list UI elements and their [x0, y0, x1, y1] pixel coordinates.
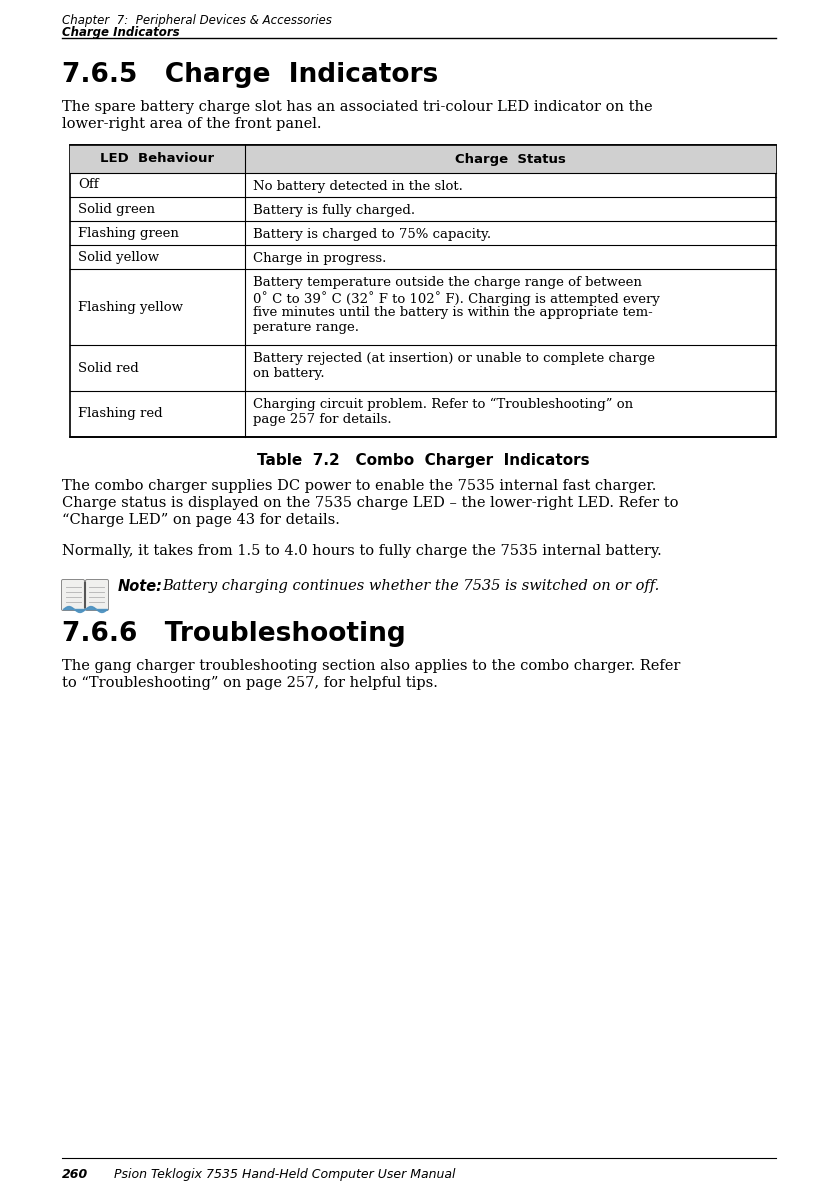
Text: The combo charger supplies DC power to enable the 7535 internal fast charger.: The combo charger supplies DC power to e…: [62, 479, 656, 493]
Text: Battery is fully charged.: Battery is fully charged.: [253, 203, 415, 217]
Text: Flashing yellow: Flashing yellow: [78, 300, 183, 314]
Text: 260: 260: [62, 1168, 88, 1181]
Bar: [70, 145, 776, 437]
Text: Charge  Status: Charge Status: [455, 152, 566, 165]
Text: page 257 for details.: page 257 for details.: [253, 413, 391, 426]
Text: on battery.: on battery.: [253, 367, 324, 379]
Text: Off: Off: [78, 178, 99, 192]
Bar: [70, 145, 776, 174]
Text: Flashing green: Flashing green: [78, 226, 178, 239]
Text: Solid green: Solid green: [78, 202, 155, 215]
FancyBboxPatch shape: [85, 579, 108, 610]
Text: Psion Teklogix 7535 Hand-Held Computer User Manual: Psion Teklogix 7535 Hand-Held Computer U…: [94, 1168, 456, 1181]
Text: Charge Indicators: Charge Indicators: [62, 26, 179, 40]
Text: to “Troubleshooting” on page 257, for helpful tips.: to “Troubleshooting” on page 257, for he…: [62, 676, 438, 689]
Text: Battery charging continues whether the 7535 is switched on or off.: Battery charging continues whether the 7…: [162, 579, 660, 593]
Text: Normally, it takes from 1.5 to 4.0 hours to fully charge the 7535 internal batte: Normally, it takes from 1.5 to 4.0 hours…: [62, 543, 662, 558]
Text: five minutes until the battery is within the appropriate tem-: five minutes until the battery is within…: [253, 306, 653, 318]
Text: lower-right area of the front panel.: lower-right area of the front panel.: [62, 117, 322, 130]
Text: Charge status is displayed on the 7535 charge LED – the lower-right LED. Refer t: Charge status is displayed on the 7535 c…: [62, 496, 679, 510]
Text: 7.6.6   Troubleshooting: 7.6.6 Troubleshooting: [62, 621, 406, 648]
Text: Table  7.2   Combo  Charger  Indicators: Table 7.2 Combo Charger Indicators: [256, 452, 589, 468]
Text: Battery rejected (at insertion) or unable to complete charge: Battery rejected (at insertion) or unabl…: [253, 352, 655, 365]
Text: perature range.: perature range.: [253, 321, 359, 334]
Text: No battery detected in the slot.: No battery detected in the slot.: [253, 180, 463, 193]
Text: 7.6.5   Charge  Indicators: 7.6.5 Charge Indicators: [62, 62, 438, 89]
Text: 0˚ C to 39˚ C (32˚ F to 102˚ F). Charging is attempted every: 0˚ C to 39˚ C (32˚ F to 102˚ F). Chargin…: [253, 291, 660, 306]
Text: Chapter  7:  Peripheral Devices & Accessories: Chapter 7: Peripheral Devices & Accessor…: [62, 14, 332, 28]
Text: Flashing red: Flashing red: [78, 407, 163, 420]
Text: The gang charger troubleshooting section also applies to the combo charger. Refe: The gang charger troubleshooting section…: [62, 660, 680, 673]
Text: LED  Behaviour: LED Behaviour: [101, 152, 215, 165]
Text: Battery is charged to 75% capacity.: Battery is charged to 75% capacity.: [253, 227, 491, 241]
Text: “Charge LED” on page 43 for details.: “Charge LED” on page 43 for details.: [62, 514, 340, 527]
Text: Solid red: Solid red: [78, 361, 139, 375]
Text: Note:: Note:: [118, 579, 163, 594]
Text: Solid yellow: Solid yellow: [78, 250, 159, 263]
Text: Battery temperature outside the charge range of between: Battery temperature outside the charge r…: [253, 277, 642, 288]
Text: Charging circuit problem. Refer to “Troubleshooting” on: Charging circuit problem. Refer to “Trou…: [253, 397, 634, 412]
FancyBboxPatch shape: [61, 579, 85, 610]
Text: The spare battery charge slot has an associated tri-colour LED indicator on the: The spare battery charge slot has an ass…: [62, 101, 653, 114]
Text: Charge in progress.: Charge in progress.: [253, 253, 386, 265]
